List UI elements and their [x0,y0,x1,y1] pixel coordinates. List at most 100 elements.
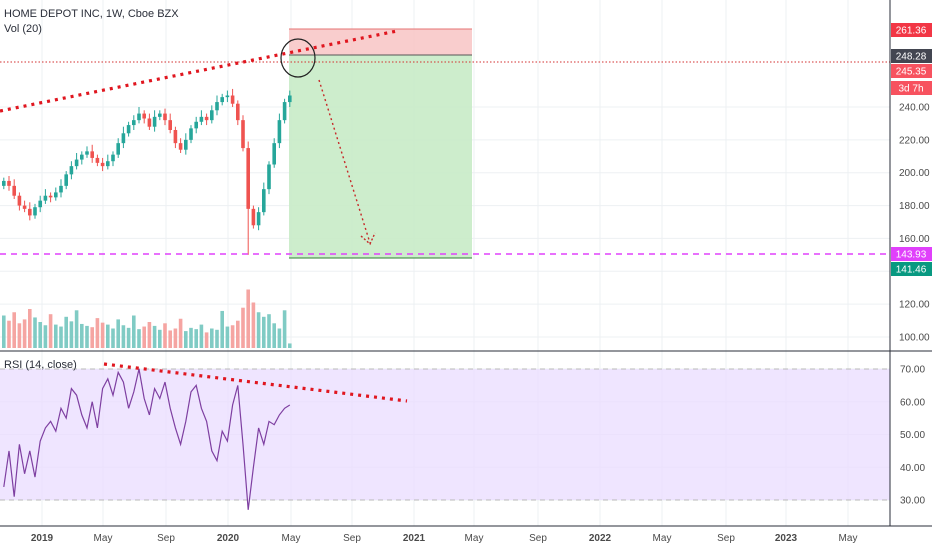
rsi-tick-label: 30.00 [900,496,925,507]
volume-bar [204,332,209,348]
volume-bar [288,343,292,348]
volume-bar [85,325,89,348]
volume-bar [184,331,188,348]
candle-body [204,116,209,121]
volume-bar [137,329,141,348]
volume-bar [121,325,126,348]
volume-bar [90,327,94,348]
candle-body [158,113,162,117]
candle-body [74,159,79,167]
volume-bar [2,315,6,348]
price-tick-label: 180.00 [899,201,930,212]
candle-body [288,95,292,103]
candle-body [111,154,115,162]
price-tick-label: 220.00 [899,135,930,146]
candle-body [64,174,68,186]
volume-bar [194,329,198,348]
stop-loss-zone[interactable] [289,29,472,55]
time-tick-label: 2019 [31,533,54,544]
volume-bar [80,323,84,348]
price-tick-label: 240.00 [899,103,930,114]
price-tag-text: 248.28 [896,52,927,63]
candle-body [69,166,74,175]
candle-body [220,97,224,103]
candle-body [168,120,172,130]
volume-bar [256,312,261,348]
price-tag-text: 143.93 [896,250,927,261]
price-tag [891,64,932,78]
time-tick-label: 2022 [589,533,612,544]
candle-body [137,113,141,121]
price-tag-text: 141.46 [896,265,927,276]
candle-body [262,189,266,213]
price-tag [891,49,932,63]
volume-bar [142,326,146,348]
rsi-axis[interactable]: 30.00 40.00 50.00 60.00 70.00 [900,365,925,507]
time-tick-label: May [653,533,672,544]
volume-bar [236,320,240,348]
candle-body [121,133,126,144]
price-tag-text: 261.36 [896,26,927,37]
candle-body [90,151,94,158]
volume-bar [282,310,287,348]
rsi-title: RSI (14, close) [4,359,77,371]
candle-body [7,180,11,186]
price-tag [891,262,932,276]
volume-bar [199,324,204,348]
volume-bar [267,314,271,348]
volume-bar [64,316,68,348]
volume-bar [74,310,79,348]
volume-bar [33,317,37,348]
volume-bar [251,302,256,348]
volume-bar [246,289,250,348]
volume-bar [126,327,131,348]
volume-bar [262,316,266,348]
profit-target-zone[interactable] [289,55,472,258]
candle-body [132,120,136,126]
candle-body [246,148,250,209]
volume-bar [230,325,235,348]
candle-body [225,95,230,98]
arrow-head [360,232,376,246]
rsi-tick-label: 70.00 [900,365,925,376]
volume-bar [163,323,167,348]
volume-bar [277,328,282,348]
volume-bars [2,289,292,348]
volume-bar [12,312,16,348]
candle-body [95,157,100,163]
candle-body [59,185,63,193]
volume-bar [132,315,136,348]
price-tag [891,81,932,95]
candle-body [28,208,32,216]
circle-annotation[interactable] [280,38,316,78]
time-tick-label: 2021 [403,533,426,544]
time-axis[interactable]: 2019 May Sep 2020 May Sep 2021 May Sep 2022 May Sep… [31,533,858,544]
volume-bar [158,329,162,348]
time-tick-label: 2023 [775,533,798,544]
price-tag [891,247,932,261]
volume-bar [215,329,219,348]
time-tick-label: 2020 [217,533,240,544]
candle-body [38,200,42,208]
time-tick-label: Sep [343,533,361,544]
projection-arrow[interactable] [318,79,371,244]
candle-body [22,205,27,209]
candle-body [2,180,6,186]
volume-bar [17,323,22,348]
rsi-tick-label: 40.00 [900,463,925,474]
candle-body [194,121,198,129]
candle-body [12,185,16,196]
volume-bar [220,310,224,348]
time-tick-label: Sep [717,533,735,544]
resistance-trendline[interactable] [0,29,398,113]
candle-body [17,195,22,206]
volume-label: Vol (20) [4,23,42,35]
price-tag-text: 245.35 [896,67,927,78]
price-tags: 261.36 248.28 245.35 3d 7h 143.93 141.46 [891,23,932,276]
rsi-tick-label: 50.00 [900,430,925,441]
price-tick-label: 120.00 [899,300,930,311]
candle-body [210,110,214,121]
chart-title: HOME DEPOT INC, 1W, Cboe BZX [4,8,179,20]
rsi-trendline[interactable] [103,362,408,403]
